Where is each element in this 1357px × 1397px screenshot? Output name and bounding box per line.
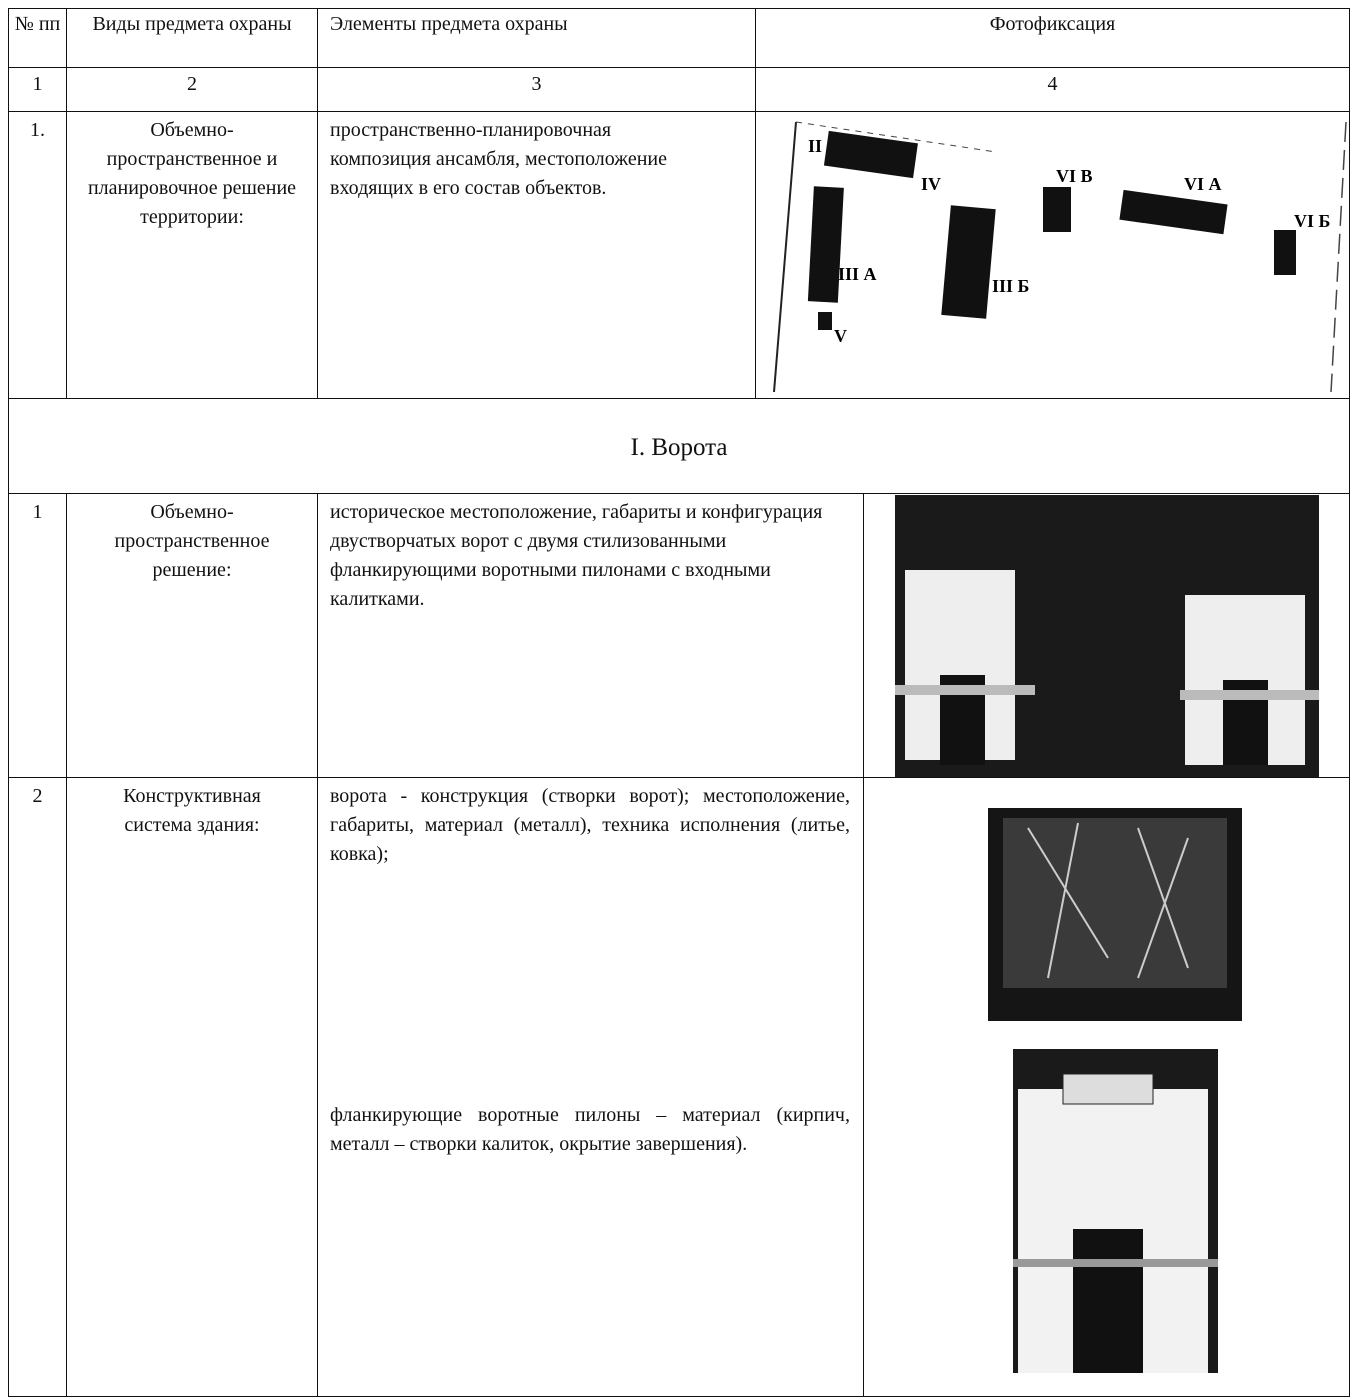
kind: Конструктивная система здания: bbox=[123, 785, 261, 836]
kind: Объемно-пространственное и планировочное… bbox=[87, 119, 297, 228]
cell bbox=[863, 493, 1350, 778]
plan-label: VI А bbox=[1184, 174, 1222, 194]
cell: 3 bbox=[317, 67, 756, 112]
elements: фланкирующие воротные пилоны – материал … bbox=[330, 1104, 850, 1155]
elements: пространственно-планировочная композиция… bbox=[330, 119, 668, 199]
cell: № пп bbox=[8, 8, 67, 68]
elements: историческое местоположение, габариты и … bbox=[330, 501, 823, 610]
plan-label: VI Б bbox=[1294, 211, 1330, 231]
cell: Объемно-пространственное и планировочное… bbox=[66, 111, 318, 399]
col-number: 4 bbox=[1047, 73, 1058, 95]
elements: ворота - конструкция (створки ворот); ме… bbox=[330, 785, 850, 865]
plan-label: IV bbox=[921, 174, 941, 194]
kind: Объемно-пространственное решение: bbox=[114, 501, 270, 581]
row-number: 1. bbox=[30, 119, 45, 141]
plan-label: III А bbox=[838, 264, 877, 284]
row-number: 1 bbox=[32, 501, 43, 523]
col-number: 2 bbox=[187, 73, 197, 95]
cell: 1 bbox=[8, 67, 67, 112]
cell bbox=[863, 777, 1350, 1397]
cell: ворота - конструкция (створки ворот); ме… bbox=[317, 777, 864, 1397]
header-text: Виды предмета охраны bbox=[92, 13, 292, 35]
cell: 2 bbox=[8, 777, 67, 1397]
cell: Конструктивная система здания: bbox=[66, 777, 318, 1397]
cell: Элементы предмета охраны bbox=[317, 8, 756, 68]
pylon-photo bbox=[1013, 1049, 1218, 1373]
header-text: № пп bbox=[14, 13, 61, 35]
cell: Объемно-пространственное решение: bbox=[66, 493, 318, 778]
cell: историческое местоположение, габариты и … bbox=[317, 493, 864, 778]
header-text: Элементы предмета охраны bbox=[330, 13, 568, 35]
section-title: I. Ворота bbox=[630, 434, 728, 461]
col-number: 1 bbox=[32, 73, 43, 95]
cell: 1 bbox=[8, 493, 67, 778]
gate-photo bbox=[895, 495, 1319, 777]
cell: Виды предмета охраны bbox=[66, 8, 318, 68]
cell: 1. bbox=[8, 111, 67, 399]
gate-leaf-photo bbox=[988, 808, 1242, 1021]
plan-label: VI В bbox=[1056, 166, 1093, 186]
cell: I. Ворота bbox=[8, 398, 1350, 494]
cell: 2 bbox=[66, 67, 318, 112]
cell: Фотофиксация bbox=[755, 8, 1350, 68]
site-plan: II IV VI В VI А VI Б III А III Б V bbox=[773, 121, 1347, 393]
cell: пространственно-планировочная композиция… bbox=[317, 111, 756, 399]
plan-label: III Б bbox=[992, 276, 1029, 296]
cell: II IV VI В VI А VI Б III А III Б V bbox=[755, 111, 1350, 399]
row-number: 2 bbox=[32, 785, 43, 807]
header-text: Фотофиксация bbox=[989, 13, 1116, 35]
plan-label: V bbox=[834, 326, 847, 346]
cell: 4 bbox=[755, 67, 1350, 112]
plan-label: II bbox=[808, 136, 822, 156]
col-number: 3 bbox=[531, 73, 542, 95]
